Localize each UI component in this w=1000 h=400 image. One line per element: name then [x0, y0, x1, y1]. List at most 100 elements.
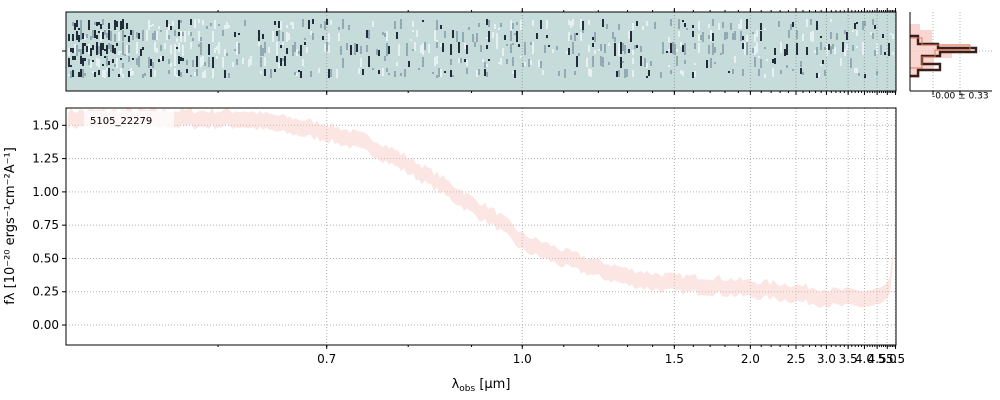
spectrum-2d-pixel — [260, 45, 262, 56]
spectrum-2d-pixel — [682, 20, 684, 22]
spectrum-2d-pixel — [892, 34, 894, 39]
spectrum-2d-pixel — [510, 31, 512, 41]
spectrum-2d-pixel — [792, 22, 794, 27]
spectrum-2d-pixel — [94, 30, 96, 38]
spectrum-2d-pixel — [678, 19, 680, 29]
spectrum-2d-pixel — [126, 45, 128, 55]
spectrum-2d-pixel — [574, 71, 576, 75]
spectrum-2d-pixel — [70, 71, 72, 78]
spectrum-2d-pixel — [198, 19, 200, 23]
spectrum-2d-pixel — [862, 21, 864, 30]
spectrum-2d-pixel — [442, 43, 444, 52]
spectrum-2d-pixel — [130, 68, 132, 76]
spectrum-2d-pixel — [510, 20, 512, 30]
spectrum-2d-pixel — [592, 56, 594, 67]
spectrum-2d-pixel — [244, 20, 246, 26]
spectrum-2d-pixel — [142, 74, 144, 78]
spectrum-2d-pixel — [752, 32, 754, 34]
spectrum-2d-pixel — [630, 31, 632, 42]
spectrum-2d-pixel — [310, 71, 312, 77]
spectrum-2d-pixel — [178, 20, 180, 29]
spectrum-2d-pixel — [102, 19, 104, 25]
spectrum-2d-pixel — [94, 22, 96, 25]
spectrum-2d-pixel — [524, 62, 526, 66]
spectrum-2d-pixel — [170, 45, 172, 54]
spectrum-2d-pixel — [162, 56, 164, 61]
spectrum-2d-pixel — [734, 31, 736, 40]
spectrum-2d-pixel — [84, 43, 86, 46]
spectrum-2d-pixel — [546, 20, 548, 29]
spectrum-2d-pixel — [766, 59, 768, 61]
spectrum-2d-pixel — [234, 32, 236, 37]
spectrum-2d-pixel — [856, 46, 858, 48]
spectrum-2d-pixel — [668, 49, 670, 51]
spectrum-2d-pixel — [482, 59, 484, 62]
spectrum-2d-pixel — [758, 69, 760, 76]
profile-model-line — [910, 37, 971, 69]
spectrum-2d-pixel — [110, 44, 112, 52]
spectrum-2d-pixel — [568, 20, 570, 25]
spectrum-2d-pixel — [178, 32, 180, 36]
y-tick-label: 0.25 — [32, 285, 59, 299]
spectrum-2d-pixel — [136, 42, 138, 54]
spectrum-2d-pixel — [436, 40, 438, 42]
spectrum-2d-pixel — [406, 43, 408, 56]
spectrum-2d-pixel — [622, 43, 624, 51]
spectrum-2d-pixel — [760, 31, 762, 41]
spectrum-2d-pixel — [274, 69, 276, 72]
spectrum-2d-pixel — [790, 24, 792, 30]
y-axis-label: fλ [10⁻²⁰ ergs⁻¹cm⁻²A⁻¹] — [3, 147, 18, 305]
spectrum-2d-pixel — [746, 35, 748, 42]
spectrum-2d-pixel — [148, 20, 150, 30]
spectrum-2d-pixel — [160, 45, 162, 51]
spectrum-2d-pixel — [184, 31, 186, 42]
spectrum-2d-pixel — [740, 19, 742, 29]
spectrum-2d-pixel — [122, 42, 124, 55]
spectrum-2d-pixel — [152, 24, 154, 26]
spectrum-2d-pixel — [100, 43, 102, 56]
spectrum-2d-pixel — [438, 68, 440, 77]
spectrum-2d-pixel — [160, 30, 162, 32]
spectrum-2d-pixel — [92, 60, 94, 62]
spectrum-2d-pixel — [304, 42, 306, 45]
spectrum-2d-pixel — [744, 42, 746, 55]
spectrum-2d-pixel — [116, 43, 118, 46]
y-axis-ticks: 0.00 0.25 0.50 0.75 1.00 1.25 1.50 — [32, 118, 66, 332]
spectrum-2d-pixel — [846, 44, 848, 50]
spectrum-2d-pixel — [202, 56, 204, 65]
spectrum-2d-pixel — [224, 70, 226, 78]
spectrum-2d-pixel — [588, 45, 590, 52]
spectrum-2d-pixel — [88, 20, 90, 30]
spectrum-2d-pixel — [520, 56, 522, 58]
x-tick-label: 2.0 — [741, 352, 760, 366]
spectrum-2d-pixel — [700, 35, 702, 40]
spectrum-2d-pixel — [800, 61, 802, 67]
spectrum-2d-pixel — [682, 71, 684, 76]
spectrum-2d-pixel — [106, 33, 108, 38]
spectrum-2d-pixel — [186, 69, 188, 73]
spectrum-2d-pixel — [714, 47, 716, 53]
spectrum-2d-pixel — [236, 42, 238, 55]
spectrum-2d-pixel — [674, 44, 676, 55]
spectrum-2d-pixel — [434, 30, 436, 41]
spectrum-2d-pixel — [646, 21, 648, 26]
spectrum-2d-pixel — [286, 25, 288, 28]
spectrum-2d-pixel — [372, 21, 374, 27]
spectrum-2d-pixel — [378, 50, 380, 56]
spectrum-2d-pixel — [488, 59, 490, 61]
spectrum-2d-pixel — [676, 49, 678, 52]
spectrum-2d-pixel — [864, 21, 866, 26]
spectrum-2d-pixel — [570, 35, 572, 40]
spectrum-2d-pixel — [680, 42, 682, 47]
spectrum-2d-pixel — [150, 25, 152, 27]
spectrum-2d-pixel — [660, 72, 662, 78]
spectrum-2d-pixel — [444, 31, 446, 38]
spectrum-2d-pixel — [882, 34, 884, 38]
spectrum-2d-pixel — [84, 36, 86, 40]
spectrum-2d-pixel — [816, 21, 818, 30]
spectrum-2d-pixel — [96, 42, 98, 55]
spectrum-2d-pixel — [574, 33, 576, 41]
spectrum-2d-pixel — [648, 70, 650, 76]
spectrum-2d-pixel — [178, 56, 180, 64]
spectrum-2d-pixel — [422, 57, 424, 67]
